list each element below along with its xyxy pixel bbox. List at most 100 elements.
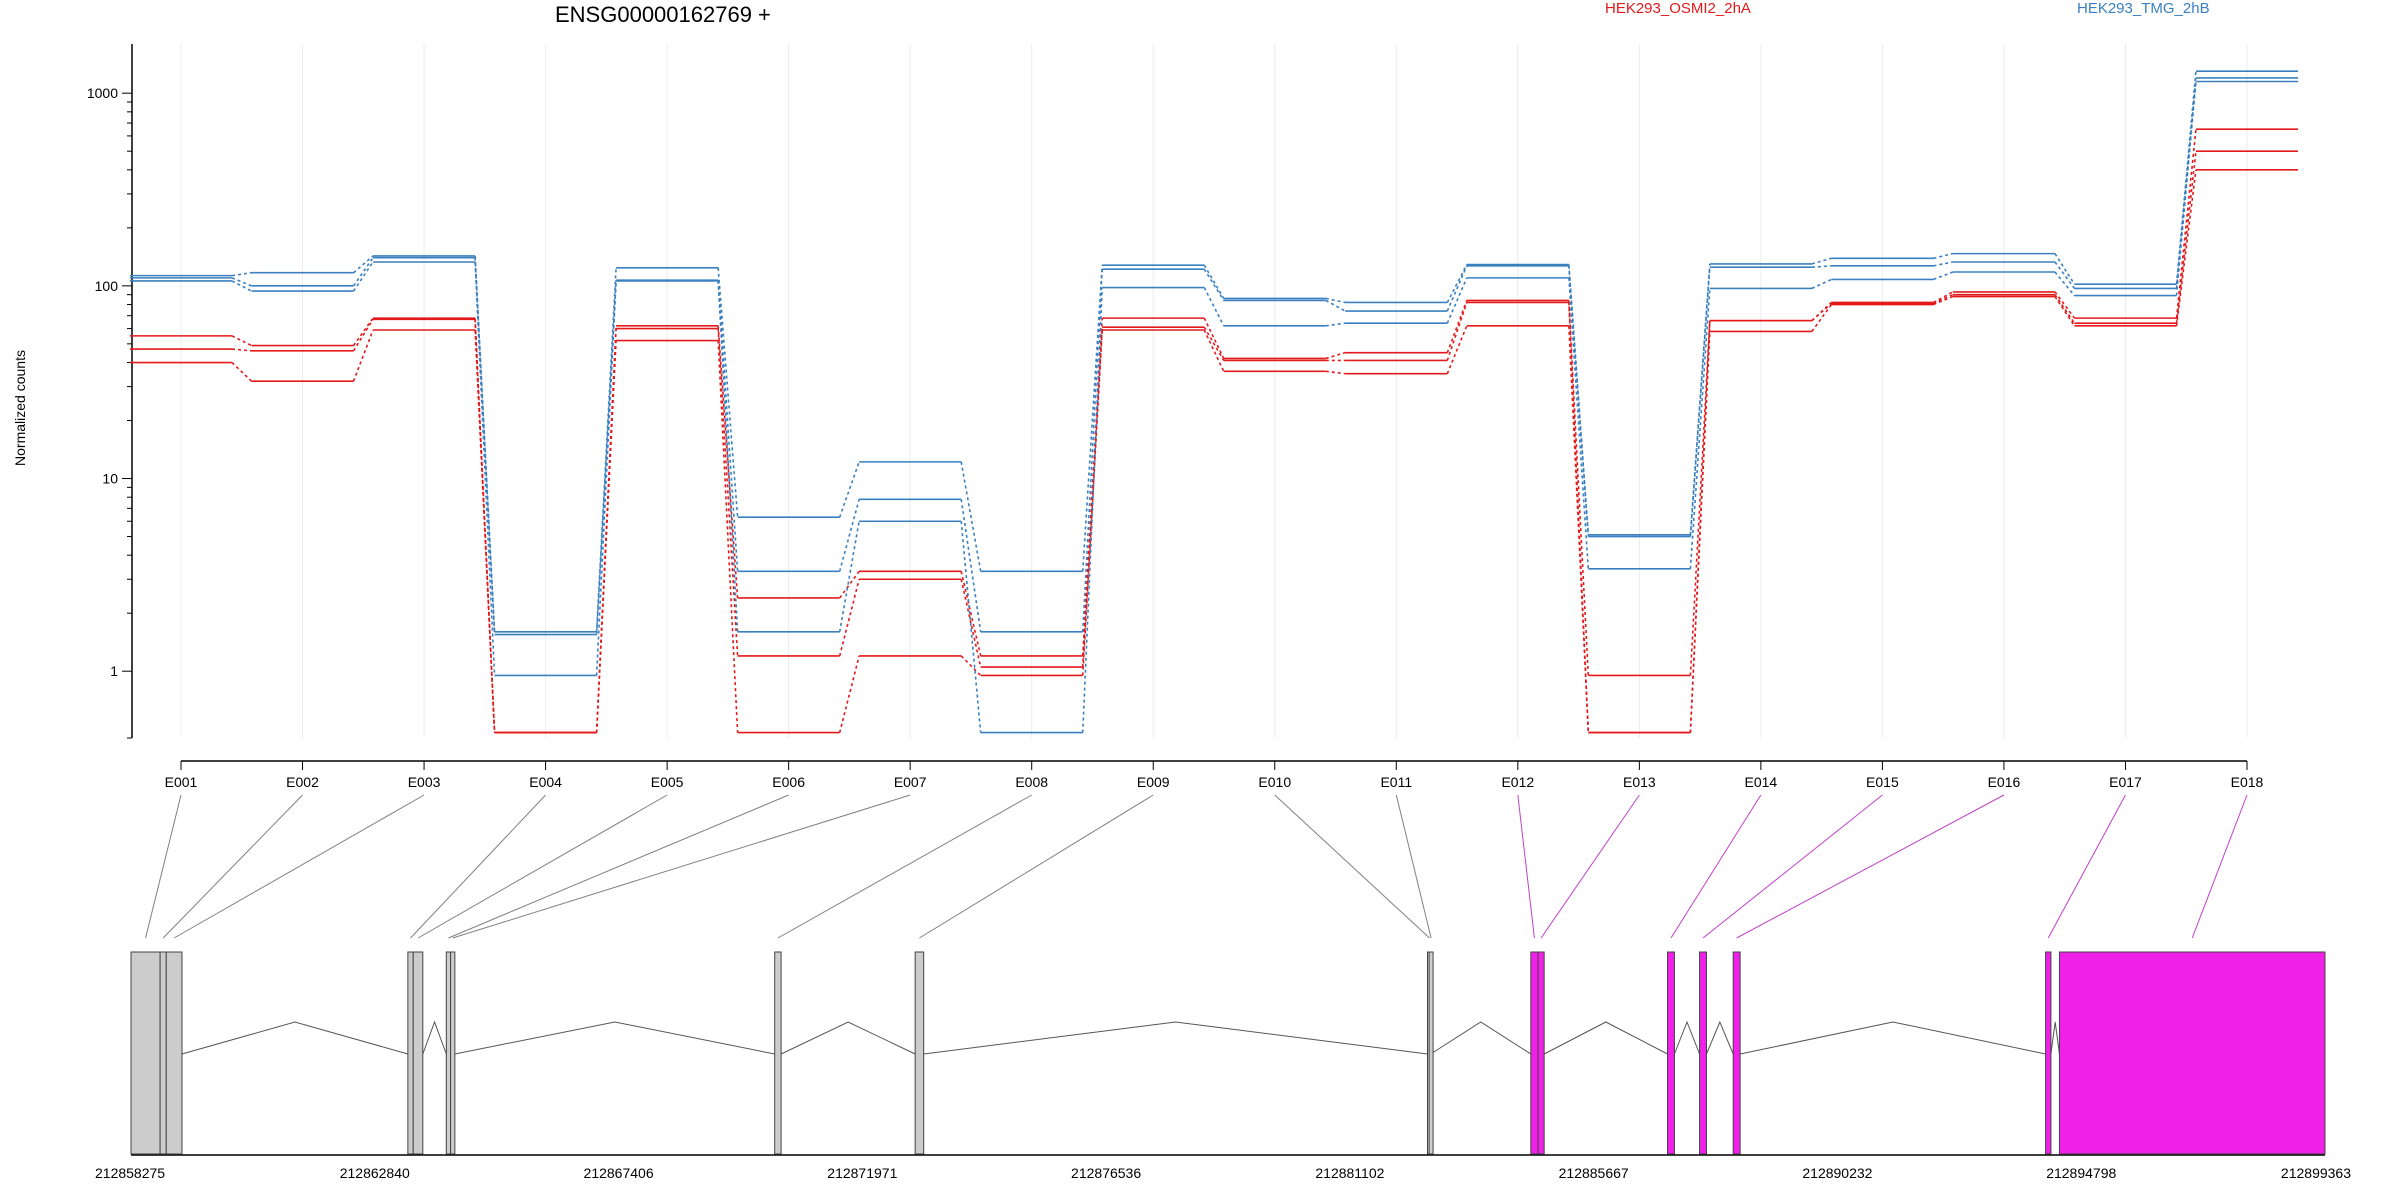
y-tick-label: 100 xyxy=(95,278,119,294)
series-transition xyxy=(1811,304,1833,332)
series-transition xyxy=(474,257,496,635)
x-tick-label-e003: E003 xyxy=(408,774,441,790)
series-transition xyxy=(352,318,374,352)
exon-block-e008 xyxy=(774,951,782,1155)
intron-line xyxy=(1706,1020,1734,1055)
genomic-tick-label: 212881102 xyxy=(1315,1165,1384,1181)
x-tick-label-e018: E018 xyxy=(2231,774,2264,790)
series-transition xyxy=(1933,295,1954,306)
series-transition xyxy=(1325,370,1346,375)
genomic-tick-label: 212862840 xyxy=(340,1165,410,1181)
series-transition xyxy=(1325,322,1346,327)
exon-connector-e009 xyxy=(919,794,1154,939)
series-transition xyxy=(1811,265,1832,268)
series-transition xyxy=(1325,299,1346,312)
exon-connector-e007 xyxy=(452,794,911,939)
y-tick-label: 10 xyxy=(102,471,118,487)
exon-block-e017 xyxy=(2045,951,2052,1155)
plot-axes: 1000 100 10 1 E001 E002 E003 E004 E005 E006 E007 E0… xyxy=(87,44,2264,790)
series-transition xyxy=(231,348,252,352)
exon-block-e012 xyxy=(1530,951,1539,1155)
series-transition xyxy=(231,335,252,347)
series-transition xyxy=(960,655,982,677)
series-transition xyxy=(717,328,739,656)
series-transition xyxy=(838,521,860,632)
series-transition xyxy=(960,499,982,632)
exon-connector-e005 xyxy=(417,794,668,939)
series-transition xyxy=(1689,320,1711,676)
x-tick-label-e005: E005 xyxy=(651,774,684,790)
x-tick-label-e010: E010 xyxy=(1258,774,1291,790)
y-axis-title: Normalized counts xyxy=(12,350,28,466)
series-transition xyxy=(1568,277,1590,569)
intron-line xyxy=(454,1021,775,1055)
exon-connector-e006 xyxy=(448,794,789,939)
series-transition xyxy=(1446,277,1468,324)
series-transition xyxy=(352,329,374,382)
series-transition xyxy=(2054,271,2076,297)
series-transition xyxy=(1325,351,1346,360)
series-transition xyxy=(1081,269,1103,632)
exon-block-e015 xyxy=(1699,951,1707,1155)
series-line xyxy=(129,169,2299,734)
series-transition xyxy=(1325,297,1346,304)
series-transition xyxy=(1689,331,1711,733)
series-transition xyxy=(2054,294,2076,324)
series-transition xyxy=(231,361,253,382)
series-transition xyxy=(839,570,860,599)
series-transition xyxy=(595,267,617,632)
series-transition xyxy=(838,499,860,572)
series-transition xyxy=(717,340,739,733)
series-transition xyxy=(2175,169,2197,326)
series-transition xyxy=(352,257,374,287)
series-transition xyxy=(1203,326,1225,361)
series-transition xyxy=(2054,296,2076,327)
exon-block-e001 xyxy=(130,951,161,1155)
series-transition xyxy=(1811,257,1832,265)
series-transition xyxy=(1568,325,1590,733)
y-tick-label: 1000 xyxy=(87,85,118,101)
exon-block-e011 xyxy=(1428,951,1434,1155)
series-transition xyxy=(1203,317,1225,359)
series-transition xyxy=(2054,291,2076,319)
series-transition xyxy=(1933,252,1954,260)
x-tick-label-e001: E001 xyxy=(165,774,198,790)
series-transition xyxy=(1689,288,1711,569)
exon-connector-e002 xyxy=(162,794,303,939)
series-transition xyxy=(474,261,496,676)
intron-line xyxy=(1740,1021,2046,1055)
exon-connector-e010 xyxy=(1274,794,1430,939)
genomic-tick-label: 212890232 xyxy=(1802,1165,1872,1181)
exon-block-e004 xyxy=(407,951,414,1155)
genomic-tick-label: 212885667 xyxy=(1559,1165,1629,1181)
series-transition xyxy=(1446,300,1468,353)
x-tick-label-e004: E004 xyxy=(529,774,562,790)
gene-title: ENSG00000162769 + xyxy=(555,2,771,27)
legend-label-tmg: HEK293_TMG_2hB xyxy=(2077,0,2210,17)
intron-line xyxy=(2050,1021,2060,1055)
series-transition xyxy=(838,461,860,518)
gene-model: 212858275 212862840 212867406 212871971 2128… xyxy=(95,951,2351,1181)
exon-connector-e014 xyxy=(1670,794,1762,939)
exon-connector-e017 xyxy=(2047,794,2126,939)
x-tick-label-e006: E006 xyxy=(772,774,805,790)
genomic-tick-label: 212858275 xyxy=(95,1165,165,1181)
exon-block-e013 xyxy=(1537,951,1545,1155)
exon-connectors xyxy=(145,794,2248,939)
series-transition xyxy=(1933,291,1954,304)
series-line xyxy=(129,150,2299,734)
x-tick-label-e013: E013 xyxy=(1623,774,1656,790)
exon-block-e006 xyxy=(445,951,452,1155)
exon-connector-e001 xyxy=(145,794,182,939)
series-transition xyxy=(838,655,860,733)
genomic-tick-label: 212871971 xyxy=(827,1165,897,1181)
exon-connector-e012 xyxy=(1517,794,1535,939)
series-transition xyxy=(1446,264,1468,303)
legend-label-osmi2: HEK293_OSMI2_2hA xyxy=(1605,0,1751,17)
series-transition xyxy=(2175,129,2197,319)
y-tick-label: 1 xyxy=(110,663,118,679)
intron-line xyxy=(923,1021,1428,1055)
series-transition xyxy=(2175,151,2197,324)
series-transition xyxy=(231,280,252,292)
